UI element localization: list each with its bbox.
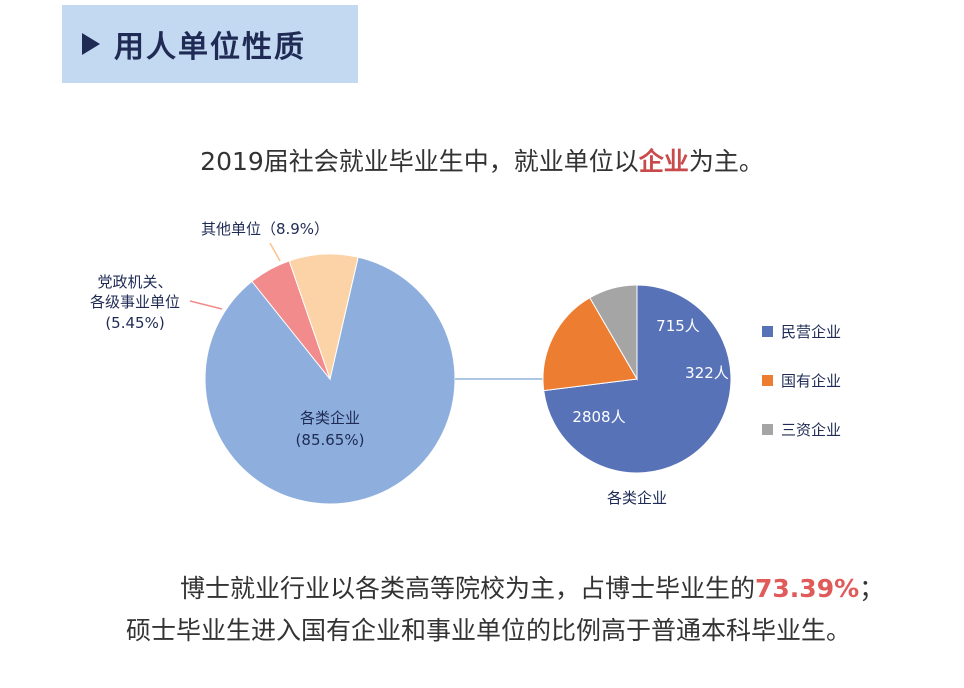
slice-label-foreign: 322人 (685, 364, 729, 382)
section-title: 用人单位性质 (114, 30, 306, 65)
legend-label-state-owned: 国有企业 (781, 372, 841, 390)
legend-swatch-state-owned (762, 375, 773, 386)
footer-line-1-text: 博士就业行业以各类高等院校为主，占博士毕业生的 (180, 574, 756, 603)
enterprise-legend: 民营企业 国有企业 三资企业 (762, 323, 841, 439)
slice-label-government-percent: (5.45%) (105, 314, 164, 332)
enterprise-pie-slice-2 (589, 284, 638, 381)
play-arrow-icon (82, 33, 100, 55)
slice-label-enterprise-name: 各类企业 (300, 409, 360, 427)
leader-line-other (269, 242, 281, 262)
slice-label-private: 2808人 (572, 408, 625, 426)
slice-label-government-line2: 各级事业单位 (90, 293, 180, 311)
employer-type-pie (204, 253, 456, 505)
slice-label-enterprise-percent: (85.65%) (296, 431, 365, 449)
footer-highlight-percent: 73.39% (755, 574, 860, 603)
footer-line-1: 博士就业行业以各类高等院校为主，占博士毕业生的73.39%； (0, 568, 964, 610)
summary-text-lead: 2019届社会就业毕业生中，就业单位以 (200, 147, 639, 176)
legend-swatch-foreign (762, 424, 773, 435)
legend-swatch-private (762, 326, 773, 337)
leader-line-government (189, 300, 223, 310)
slice-label-state-owned: 715人 (656, 317, 700, 335)
employer-pie-slice-2 (288, 253, 359, 381)
enterprise-type-pie (542, 284, 732, 474)
summary-highlight: 企业 (638, 147, 689, 176)
footer-line-1-punct: ； (859, 574, 885, 603)
summary-text: 2019届社会就业毕业生中，就业单位以企业为主。 (0, 142, 964, 178)
footer-line-2: 硕士毕业生进入国有企业和事业单位的比例高于普通本科毕业生。 (126, 616, 852, 645)
slice-label-other: 其他单位（8.9%） (201, 220, 329, 238)
footer-notes: 博士就业行业以各类高等院校为主，占博士毕业生的73.39%； 硕士毕业生进入国有… (0, 568, 964, 652)
enterprise-pie-caption: 各类企业 (607, 489, 667, 507)
summary-text-tail: 为主。 (688, 147, 764, 176)
legend-label-private: 民营企业 (781, 323, 841, 341)
employer-pie-slice-0 (204, 256, 456, 505)
enterprise-pie-slice-1 (542, 297, 638, 392)
legend-label-foreign: 三资企业 (781, 421, 841, 439)
slice-label-government-line1: 党政机关、 (97, 273, 172, 291)
section-title-banner: 用人单位性质 (62, 5, 358, 83)
